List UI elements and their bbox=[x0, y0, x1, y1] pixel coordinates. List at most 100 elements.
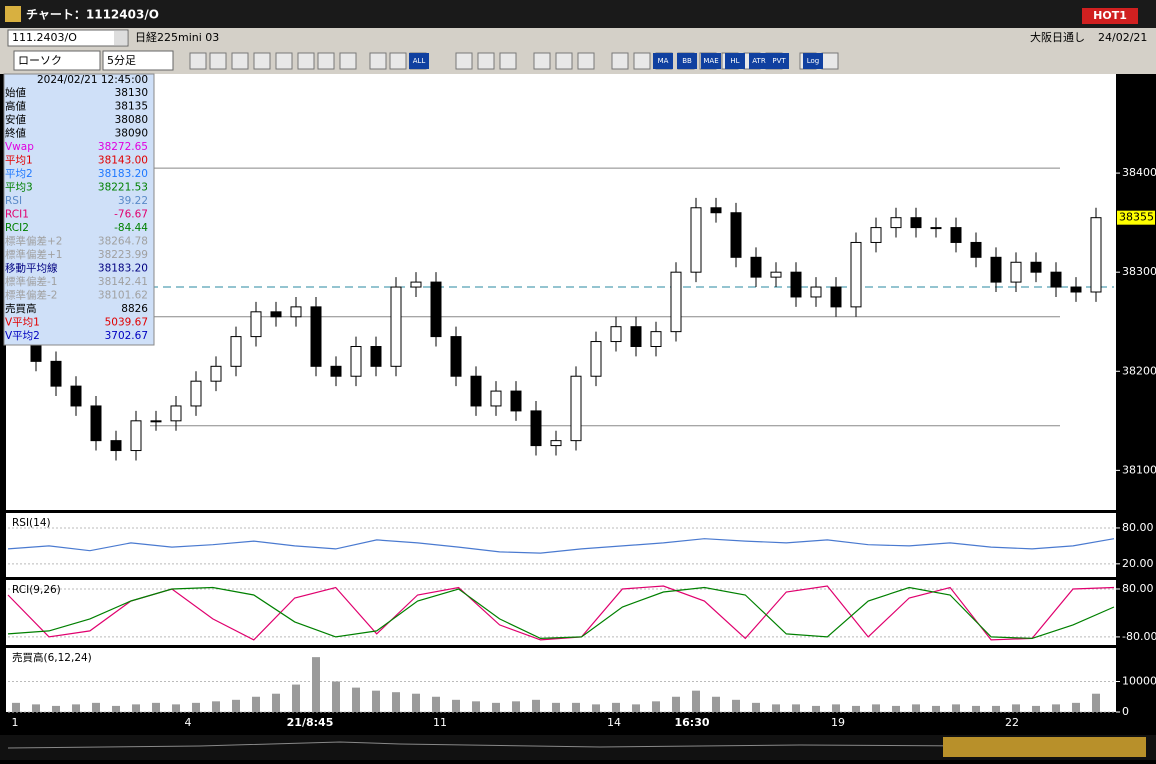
volume-bar bbox=[972, 705, 980, 712]
tool-icon[interactable] bbox=[189, 52, 207, 70]
style-box[interactable] bbox=[13, 50, 101, 71]
overview-line bbox=[7, 741, 1141, 749]
volume-bar bbox=[872, 704, 880, 712]
volume-bar bbox=[912, 704, 920, 712]
info-value: 39.22 bbox=[118, 195, 148, 207]
tool-icon[interactable] bbox=[275, 52, 293, 70]
candle-body bbox=[1030, 261, 1042, 273]
indicator-line bbox=[7, 538, 1115, 554]
candle-body bbox=[1010, 261, 1022, 283]
scroll-thumb[interactable] bbox=[943, 737, 1146, 757]
tool-icon[interactable] bbox=[555, 52, 573, 70]
tool-icon[interactable] bbox=[577, 52, 595, 70]
tool-icon[interactable] bbox=[209, 52, 227, 70]
info-label: V平均1 bbox=[5, 317, 40, 329]
tool-icon-label: ATR bbox=[752, 57, 766, 65]
info-label: 平均2 bbox=[5, 168, 33, 180]
tool-icon[interactable] bbox=[477, 52, 495, 70]
tool-icon[interactable] bbox=[749, 53, 769, 69]
info-label: Vwap bbox=[5, 141, 34, 153]
candle-body bbox=[830, 286, 842, 308]
info-label: 移動平均線 bbox=[5, 262, 58, 275]
tool-icon[interactable] bbox=[253, 52, 271, 70]
candle-body bbox=[630, 326, 642, 348]
candle-body bbox=[1090, 217, 1102, 293]
y-tick-label: 38300 bbox=[1122, 265, 1156, 278]
tool-icon[interactable] bbox=[725, 53, 745, 69]
volume-bar bbox=[1092, 693, 1100, 712]
tool-icon[interactable] bbox=[633, 52, 651, 70]
volume-bar bbox=[292, 684, 300, 712]
symbol-box[interactable] bbox=[7, 29, 129, 47]
indicator-line bbox=[7, 585, 1115, 641]
tool-icon-label: PVT bbox=[772, 57, 786, 65]
candle-body bbox=[610, 326, 622, 343]
tool-icon[interactable] bbox=[499, 52, 517, 70]
tool-icon[interactable] bbox=[533, 52, 551, 70]
last-price: 38355 bbox=[1119, 211, 1154, 224]
hot-badge[interactable] bbox=[1082, 8, 1138, 24]
volume-bar bbox=[932, 705, 940, 712]
tool-icon[interactable] bbox=[803, 53, 823, 69]
volume-bar bbox=[952, 704, 960, 712]
info-value: 38183.20 bbox=[98, 263, 148, 275]
volume-bar bbox=[452, 699, 460, 712]
dropdown[interactable] bbox=[114, 31, 127, 45]
tool-icon[interactable] bbox=[455, 52, 473, 70]
info-datetime: 2024/02/21 12:45:00 bbox=[37, 74, 148, 86]
tool-icon[interactable] bbox=[653, 53, 673, 69]
tool-icon[interactable] bbox=[701, 53, 721, 69]
tool-icon-label: MAE bbox=[703, 57, 718, 65]
x-tick-label: 14 bbox=[607, 716, 621, 729]
candle-body bbox=[910, 217, 922, 229]
panel-title: 売買高(6,12,24) bbox=[12, 651, 92, 664]
x-tick-label: 22 bbox=[1005, 716, 1019, 729]
info-label: 売買高 bbox=[5, 302, 37, 315]
candle-body bbox=[210, 365, 222, 382]
volume-bar bbox=[412, 693, 420, 712]
volume-bar bbox=[592, 704, 600, 712]
volume-bar bbox=[672, 696, 680, 712]
info-label: V平均2 bbox=[5, 330, 40, 342]
volume-bar bbox=[32, 704, 40, 712]
candle-body bbox=[250, 311, 262, 338]
candle-body bbox=[230, 336, 242, 367]
tool-icon[interactable] bbox=[769, 53, 789, 69]
title-bar bbox=[0, 0, 1156, 28]
volume-bar bbox=[132, 704, 140, 712]
x-tick-label: 21/8:45 bbox=[287, 716, 334, 729]
volume-bar bbox=[352, 687, 360, 712]
candle-body bbox=[590, 341, 602, 377]
info-value: 5039.67 bbox=[105, 317, 148, 329]
tool-icon[interactable] bbox=[317, 52, 335, 70]
volume-bar bbox=[652, 701, 660, 712]
info-value: 38183.20 bbox=[98, 168, 148, 180]
info-value: 38264.78 bbox=[98, 236, 148, 248]
tool-icon[interactable] bbox=[297, 52, 315, 70]
x-tick-label: 19 bbox=[831, 716, 845, 729]
info-value: 38101.62 bbox=[98, 290, 148, 302]
volume-bar bbox=[372, 690, 380, 712]
volume-bar bbox=[832, 704, 840, 712]
tool-icon[interactable] bbox=[409, 53, 429, 69]
tool-icon[interactable] bbox=[677, 53, 697, 69]
tool-icon[interactable] bbox=[389, 52, 407, 70]
candle-body bbox=[70, 385, 82, 407]
market: 大阪日通し bbox=[1030, 30, 1085, 44]
tool-icon[interactable] bbox=[611, 52, 629, 70]
y-tick-label: -80.00 bbox=[1122, 630, 1156, 643]
info-label: RSI bbox=[5, 195, 22, 207]
tool-icon[interactable] bbox=[231, 52, 249, 70]
volume-bar bbox=[112, 705, 120, 712]
tool-icon[interactable] bbox=[821, 52, 839, 70]
tool-icon[interactable] bbox=[369, 52, 387, 70]
tool-icon[interactable] bbox=[339, 52, 357, 70]
interval-box[interactable] bbox=[102, 50, 174, 71]
price-panel bbox=[6, 74, 1116, 510]
volume-bar bbox=[892, 705, 900, 712]
volume-bar bbox=[692, 690, 700, 712]
candle-body bbox=[330, 365, 342, 377]
volume-bar bbox=[512, 701, 520, 712]
volume-bar bbox=[1072, 702, 1080, 712]
